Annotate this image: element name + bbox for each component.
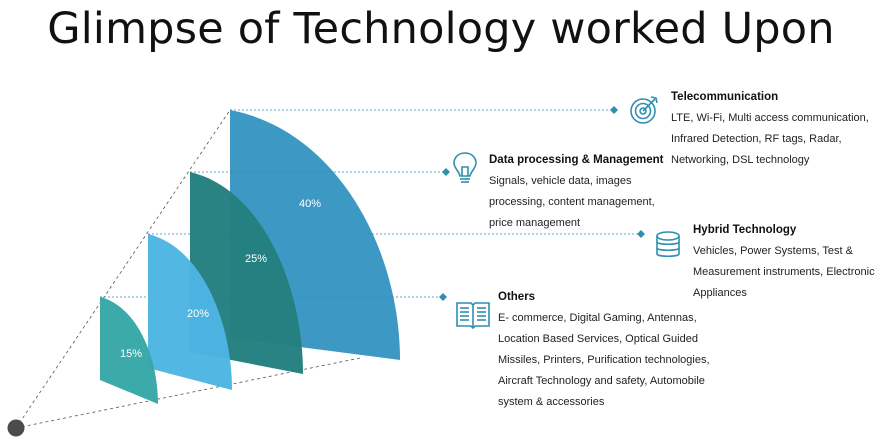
others-heading: Others — [498, 291, 536, 303]
hybrid-block: Hybrid Technology Vehicles, Power System… — [693, 220, 875, 304]
hybrid-line: Appliances — [693, 287, 747, 299]
book-icon — [456, 302, 490, 330]
marker-others — [439, 293, 447, 301]
percent-label: 15% — [120, 348, 142, 360]
others-line: Aircraft Technology and safety, Automobi… — [498, 375, 705, 387]
telecom-heading: Telecommunication — [671, 91, 779, 103]
others-line: system & accessories — [498, 396, 605, 408]
marker-hybrid — [637, 230, 645, 238]
markers — [439, 106, 645, 301]
telecom-line: Infrared Detection, RF tags, Radar, — [671, 133, 842, 145]
database-icon — [656, 231, 680, 258]
data-processing-line: Signals, vehicle data, images — [489, 175, 632, 187]
shape-others — [100, 297, 158, 404]
shape-hybrid — [148, 234, 232, 390]
telecom-line: Networking, DSL technology — [671, 154, 810, 166]
telecom-block: Telecommunication LTE, Wi-Fi, Multi acce… — [671, 87, 869, 171]
page-title: Glimpse of Technology worked Upon — [47, 4, 835, 54]
percent-label: 40% — [299, 198, 321, 210]
hybrid-line: Measurement instruments, Electronic — [693, 266, 875, 278]
data-processing-line: processing, content management, — [489, 196, 655, 208]
data-processing-block: Data processing & Management Signals, ve… — [489, 150, 663, 234]
others-line: E- commerce, Digital Gaming, Antennas, — [498, 312, 697, 324]
lightbulb-icon — [453, 152, 477, 183]
origin-dot — [7, 419, 25, 437]
target-icon — [630, 96, 658, 124]
percent-label: 25% — [245, 253, 267, 265]
perspective-lines — [15, 109, 361, 429]
others-line: Location Based Services, Optical Guided — [498, 333, 698, 345]
others-line: Missiles, Printers, Purification technol… — [498, 354, 710, 366]
marker-data-processing — [442, 168, 450, 176]
telecom-line: LTE, Wi-Fi, Multi access communication, — [671, 112, 869, 124]
data-processing-line: price management — [489, 217, 581, 229]
hybrid-line: Vehicles, Power Systems, Test & — [693, 245, 853, 257]
percent-label: 20% — [187, 308, 209, 320]
others-block: Others E- commerce, Digital Gaming, Ante… — [498, 287, 710, 413]
marker-telecom — [610, 106, 618, 114]
data-processing-heading: Data processing & Management — [489, 154, 664, 166]
hybrid-heading: Hybrid Technology — [693, 224, 797, 236]
